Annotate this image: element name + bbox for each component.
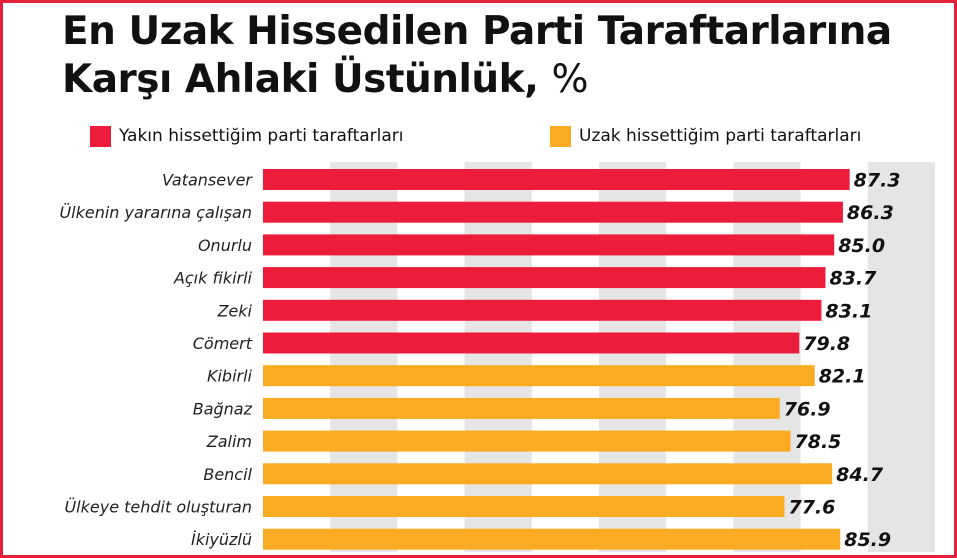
category-label: Ülkenin yararına çalışan [59,203,252,222]
category-label: Cömert [193,334,253,353]
bar [263,496,785,517]
category-label: Zalim [206,432,252,451]
legend-swatch-far [550,125,571,147]
category-label: Onurlu [198,236,252,255]
value-label: 79.8 [803,333,850,355]
chart-title: En Uzak Hissedilen Parti Taraftarlarına … [62,8,942,104]
value-label: 82.1 [819,366,866,388]
legend-label-near: Yakın hissettiğim parti taraftarları [119,126,404,146]
grid-band [464,162,532,552]
bar [263,397,780,419]
grid-band [330,162,398,552]
value-label: 85.9 [844,529,891,551]
bar [263,267,826,289]
value-label: 77.6 [788,497,835,519]
bar [263,365,815,387]
value-label: 87.3 [854,170,901,192]
category-label: Bencil [203,465,252,484]
legend-label-far: Uzak hissettiğim parti taraftarları [579,126,862,146]
bar [263,201,843,223]
legend-item-near: Yakın hissettiğim parti taraftarları [90,124,404,148]
category-label: Kibirli [207,367,253,386]
bar [263,234,835,256]
bar [263,463,833,485]
bar [263,169,850,190]
grid-band [867,162,935,552]
value-label: 86.3 [847,202,894,224]
chart-title-unit: % [551,57,589,102]
category-label: Ülkeye tehdit oluşturan [64,498,252,517]
value-label: 83.1 [825,300,872,322]
category-label: Vatansever [162,171,253,190]
category-label: Açık fikirli [173,269,253,288]
grid-band [733,162,801,552]
value-label: 85.0 [838,235,885,257]
bar [263,430,791,452]
grid-band [599,162,667,552]
value-label: 84.7 [836,464,884,486]
value-label: 78.5 [795,431,842,453]
chart-title-text: En Uzak Hissedilen Parti Taraftarlarına … [62,9,892,102]
bar [263,299,822,321]
legend-item-far: Uzak hissettiğim parti taraftarları [550,124,861,148]
category-label: Zeki [216,301,252,320]
value-label: 76.9 [784,398,831,420]
bar [263,332,800,354]
legend-swatch-near [90,125,111,147]
bar [263,528,841,550]
value-label: 83.7 [829,268,877,290]
category-label: İkiyüzlü [191,530,252,549]
category-label: Bağnaz [193,399,253,418]
